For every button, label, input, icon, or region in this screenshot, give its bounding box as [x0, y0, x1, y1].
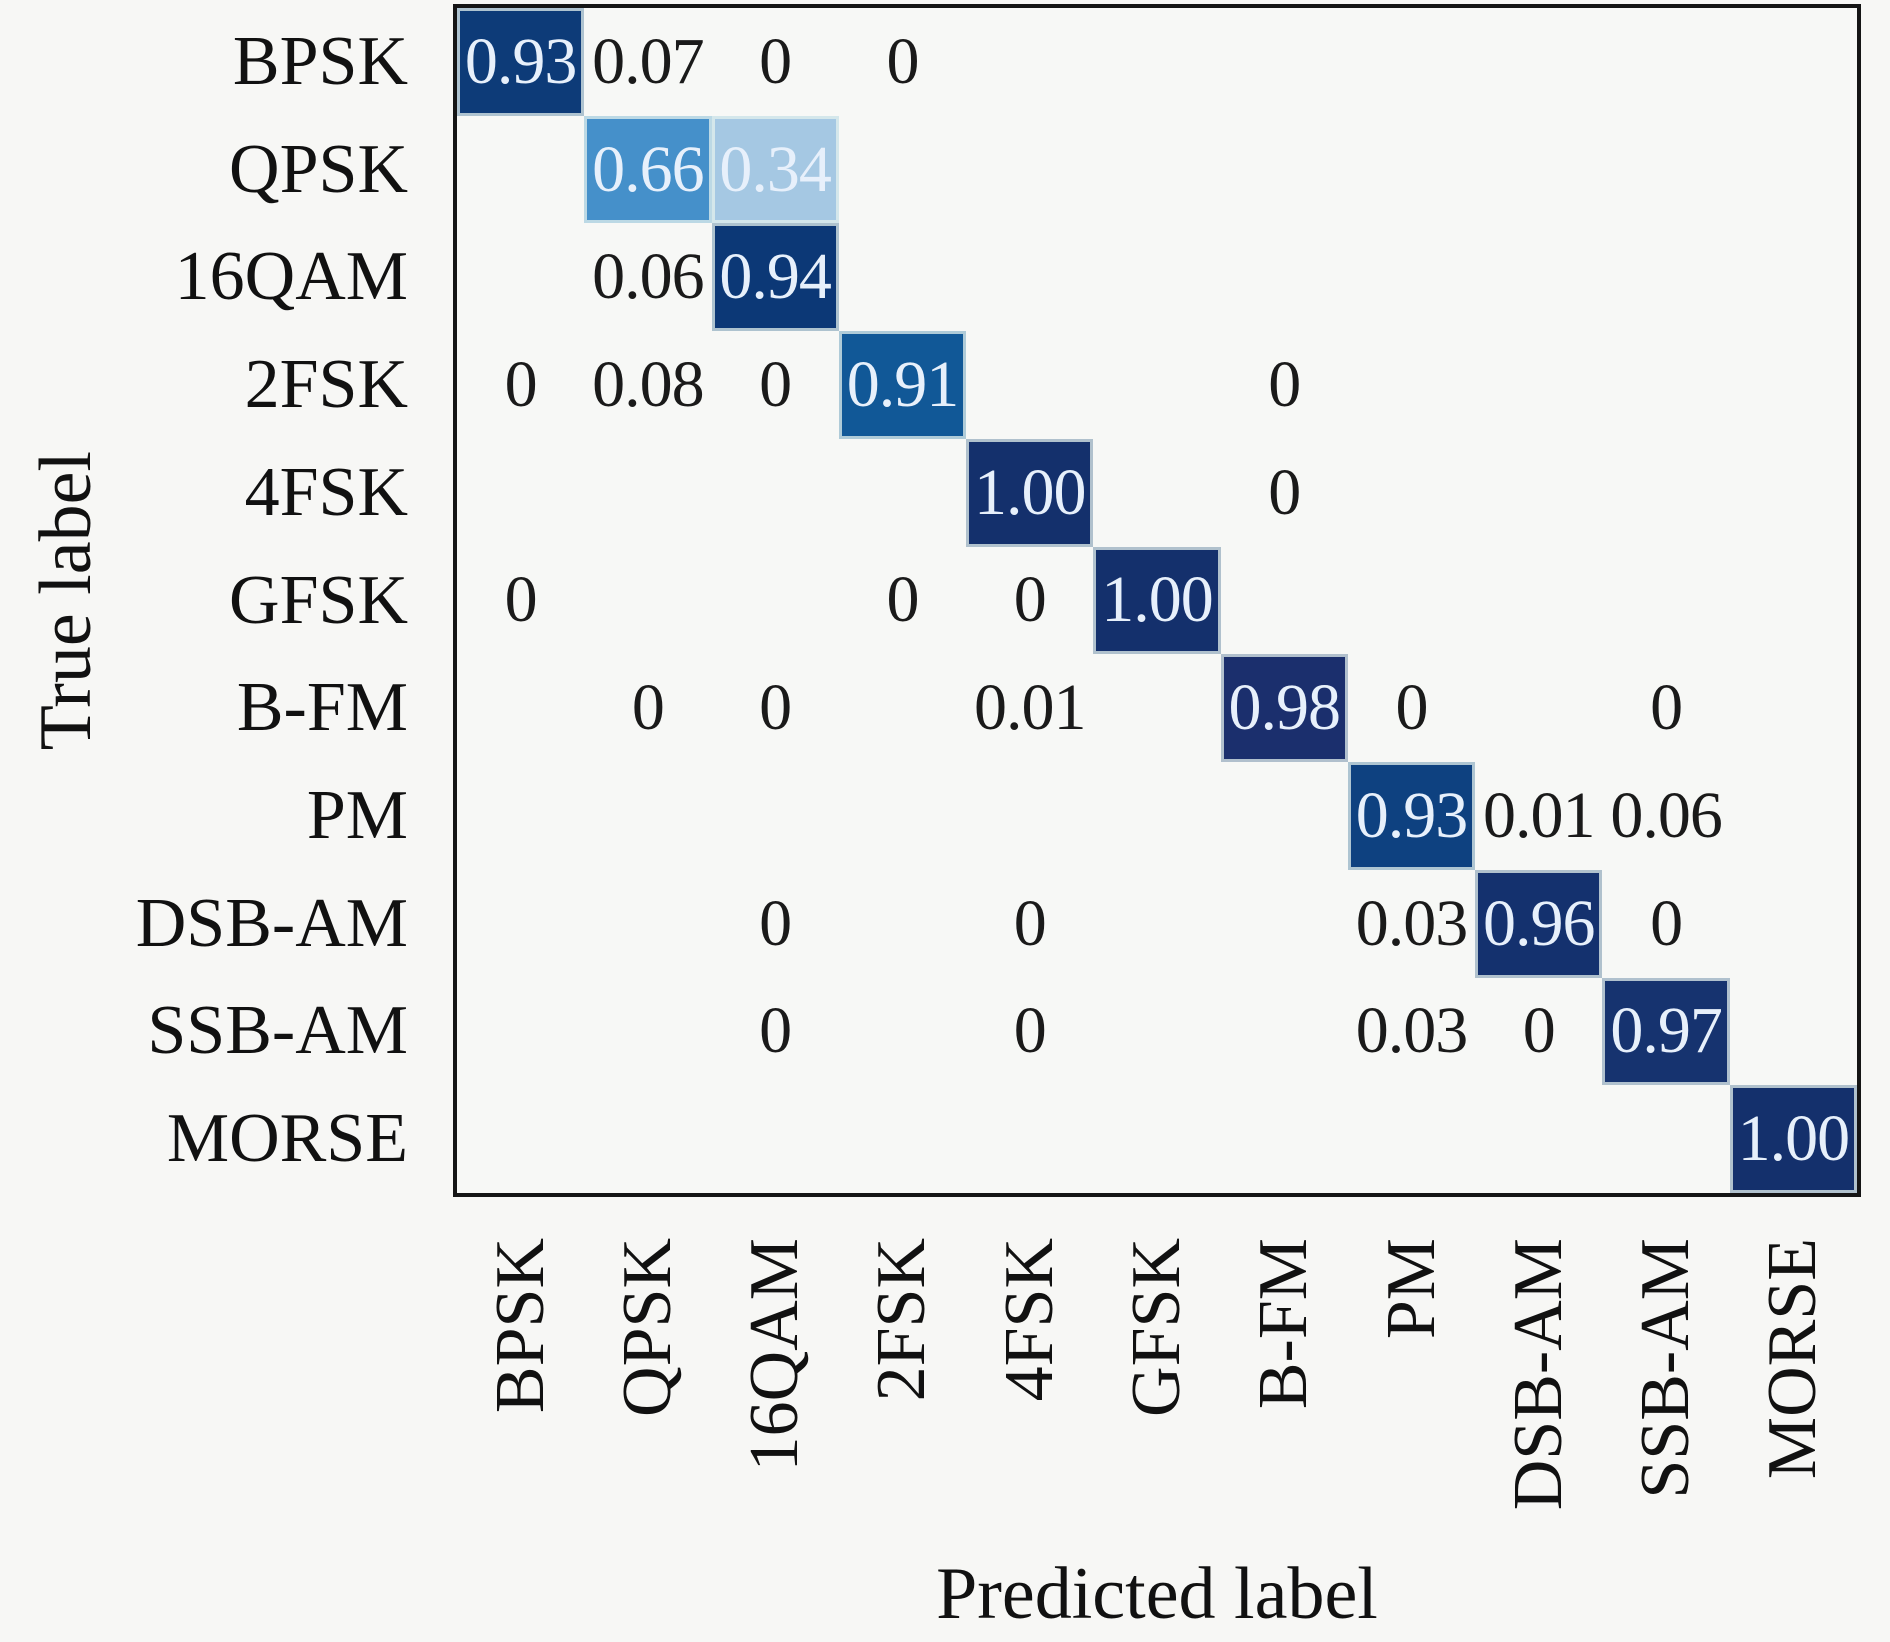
plot-area: 0.93 0.07 0 0 0.66 0.34 0.06 0.94 0 0.08 0 0.91 0 1.0…	[453, 4, 1861, 1197]
y-tick-label: 4FSK	[244, 453, 408, 531]
y-tick-label: 16QAM	[174, 238, 408, 316]
matrix-cell: 0.06	[592, 240, 705, 314]
matrix-cell: 0	[886, 563, 919, 637]
x-tick-label: QPSK	[583, 1238, 713, 1417]
matrix-cell: 0	[1268, 455, 1301, 529]
matrix-cell: 0	[1013, 886, 1047, 960]
matrix-cell: 0	[759, 348, 792, 422]
matrix-cell: 0	[759, 24, 792, 98]
matrix-cell: 0	[759, 671, 792, 745]
matrix-cell: 0.01	[1483, 778, 1596, 852]
matrix-cell: 0	[759, 994, 792, 1068]
x-tick-label-text: BPSK	[481, 1238, 559, 1414]
matrix-cell: 0.91	[838, 331, 967, 439]
y-tick-label: GFSK	[229, 561, 408, 639]
x-tick-label: DSB-AM	[1474, 1238, 1604, 1510]
matrix-cell: 1.00	[1729, 1085, 1857, 1193]
matrix-cell: 0.03	[1355, 886, 1469, 960]
matrix-cell: 0	[759, 886, 792, 960]
matrix-cell: 0.34	[711, 115, 839, 224]
matrix-cell: 0	[504, 563, 538, 637]
x-tick-label-text: MORSE	[1754, 1238, 1832, 1480]
matrix-cell: 0.98	[1220, 654, 1348, 763]
y-tick-label: DSB-AM	[135, 884, 408, 962]
matrix-cell: 0	[1013, 994, 1047, 1068]
y-tick-label: PM	[306, 776, 408, 854]
matrix-cell: 0	[1013, 563, 1047, 637]
x-tick-label: MORSE	[1728, 1238, 1858, 1479]
matrix-cell: 0.93	[457, 8, 585, 116]
x-tick-label-text: GFSK	[1118, 1238, 1195, 1417]
x-tick-label-text: 16QAM	[736, 1238, 814, 1472]
matrix-cell: 0	[1395, 671, 1429, 745]
x-tick-label: 2FSK	[837, 1238, 967, 1401]
matrix-cell: 0	[1650, 886, 1683, 960]
x-axis-title: Predicted label	[936, 1553, 1378, 1635]
x-tick-label: PM	[1347, 1238, 1477, 1339]
x-tick-label: B-FM	[1219, 1238, 1349, 1409]
y-tick-label: MORSE	[166, 1100, 408, 1178]
y-tick-label: QPSK	[229, 130, 408, 208]
y-tick-label: BPSK	[232, 22, 408, 100]
x-tick-label-text: 4FSK	[990, 1238, 1068, 1402]
x-axis-title-wrap: Predicted label	[457, 1552, 1857, 1637]
matrix-cell: 0	[1650, 671, 1683, 745]
matrix-cell: 1.00	[1093, 546, 1221, 655]
matrix-cell: 0.07	[592, 24, 705, 98]
x-tick-label-text: SSB-AM	[1627, 1238, 1705, 1499]
y-tick-label: B-FM	[236, 669, 408, 747]
matrix-cell: 0.97	[1602, 977, 1730, 1086]
matrix-cell: 0.66	[584, 115, 712, 224]
y-tick-label: 2FSK	[244, 346, 408, 424]
matrix-cell: 0	[631, 671, 665, 745]
matrix-cell: 0.03	[1355, 994, 1469, 1068]
matrix-cell: 0	[886, 24, 919, 98]
x-tick-label: BPSK	[456, 1238, 586, 1413]
matrix-cell: 0.06	[1610, 778, 1723, 852]
x-tick-label: 16QAM	[710, 1238, 840, 1471]
x-tick-label: SSB-AM	[1601, 1238, 1731, 1499]
x-tick-label-text: B-FM	[1245, 1238, 1323, 1410]
matrix-cell: 0	[504, 348, 538, 422]
matrix-cell: 0	[1522, 994, 1556, 1068]
x-tick-label: 4FSK	[965, 1238, 1095, 1401]
matrix-cell: 0.01	[973, 671, 1087, 745]
x-tick-label: GFSK	[1092, 1238, 1222, 1417]
matrix-cell: 1.00	[966, 438, 1094, 547]
matrix-cell: 0.08	[592, 348, 705, 422]
x-tick-label-text: 2FSK	[863, 1238, 941, 1402]
y-tick-label: SSB-AM	[147, 992, 408, 1070]
x-tick-label-text: PM	[1372, 1238, 1450, 1340]
matrix-cell: 0.96	[1475, 869, 1603, 978]
x-tick-label-text: DSB-AM	[1499, 1238, 1577, 1511]
x-tick-label-text: QPSK	[608, 1238, 686, 1417]
matrix-cell: 0	[1268, 348, 1301, 422]
matrix-cell: 0.94	[711, 223, 839, 332]
matrix-cell: 0.93	[1347, 762, 1476, 870]
